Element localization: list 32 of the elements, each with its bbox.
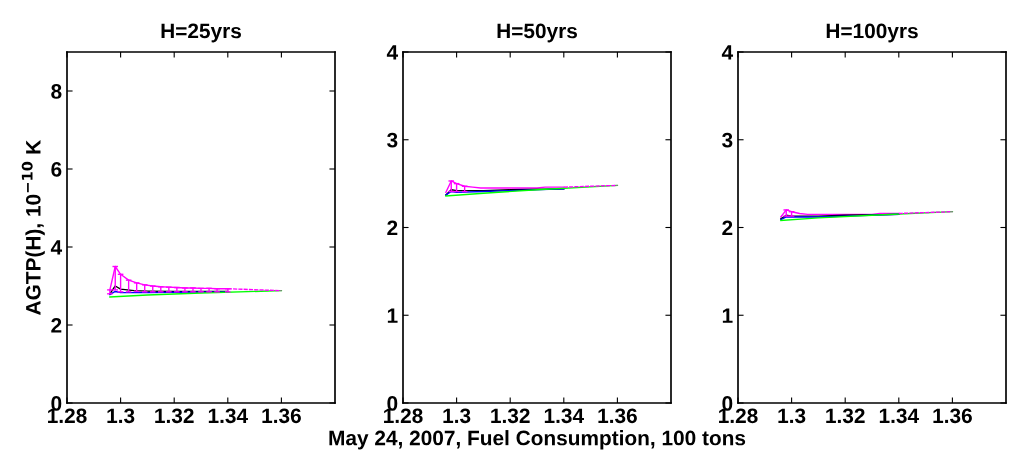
x-tick-label: 1.34 <box>879 408 919 424</box>
y-tick-label: 2 <box>51 318 62 333</box>
chart-title: H=100yrs <box>826 23 918 43</box>
x-tick-label: 1.3 <box>778 408 806 424</box>
y-tick-label: 4 <box>386 45 399 60</box>
y-tick-label: 1 <box>722 308 733 323</box>
x-axis-title: May 24, 2007, Fuel Consumption, 100 tons <box>329 430 746 450</box>
x-tick-label: 1.3 <box>443 408 471 424</box>
y-axis-title: AGTP(H), 10$^{−10}$ K <box>21 139 45 315</box>
y-tick-label: 6 <box>51 162 62 177</box>
x-tick-label: 1.36 <box>262 408 301 424</box>
x-tick-label: 1.3 <box>107 408 135 424</box>
y-tick-label: 3 <box>722 132 733 148</box>
line-series <box>445 184 619 197</box>
line-series <box>109 289 283 298</box>
y-tick-label: 4 <box>50 240 63 255</box>
y-tick-label: 3 <box>387 132 398 148</box>
x-tick-label: 1.32 <box>155 408 194 424</box>
x-tick-label: 1.36 <box>933 408 972 424</box>
y-tick-label: 4 <box>721 45 734 60</box>
y-tick-label: 2 <box>387 220 398 236</box>
y-tick-label: 2 <box>722 220 733 236</box>
chart-title: H=50yrs <box>497 23 577 43</box>
x-tick-label: 1.34 <box>208 408 248 424</box>
line-series <box>780 211 954 222</box>
y-tick-label: 8 <box>51 84 62 99</box>
x-tick-label: 1.36 <box>598 408 637 424</box>
x-tick-label: 1.34 <box>544 408 584 424</box>
y-tick-label: 1 <box>387 308 398 323</box>
chart-title: H=25yrs <box>161 23 241 43</box>
x-tick-label: 1.32 <box>491 408 530 424</box>
x-tick-label: 1.32 <box>826 408 865 424</box>
